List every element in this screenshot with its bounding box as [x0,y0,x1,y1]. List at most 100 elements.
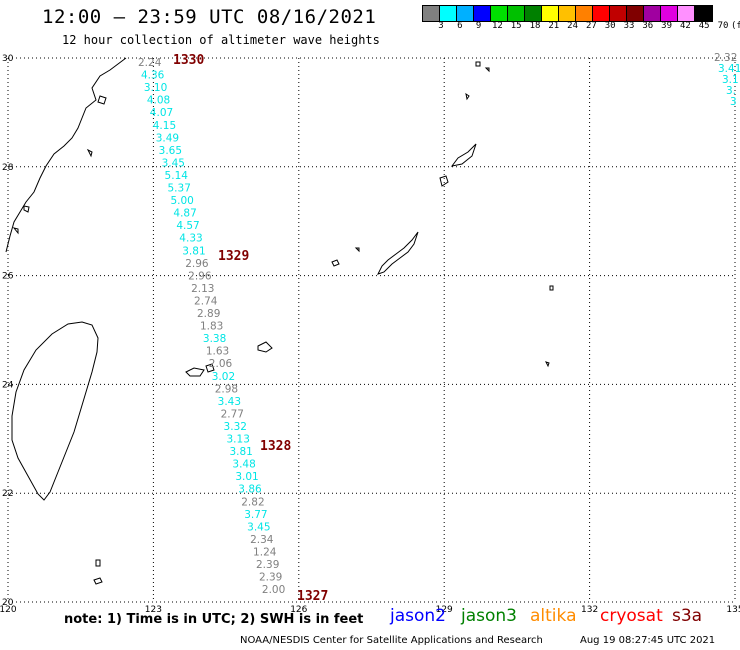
wave-height-label: 2.32 [714,52,737,64]
satellite-legend-item: jason3 [461,606,517,626]
okinawa-island [377,231,419,275]
longitude-label: 126 [290,605,307,615]
colorbar-swatch [508,6,525,21]
wave-height-label: 3.45 [247,521,270,533]
latitude-label: 22 [2,489,13,499]
wave-height-label: 2.82 [241,496,264,508]
ishigaki-island [185,363,215,377]
colorbar-tick-label: 42 [679,21,691,31]
colorbar-tick-label: 70 [717,21,729,31]
wave-height-label: 2.89 [197,308,220,320]
latitude-label: 24 [2,380,14,390]
orbit-number: 1328 [260,439,291,454]
latitude-label: 26 [2,272,14,282]
wave-height-label: 2.74 [194,295,218,307]
coastal-islets-north [12,95,107,235]
batanes-islands [93,559,103,585]
wave-height-label: 2.00 [262,584,285,596]
wave-height-label: 3.41 [718,63,740,75]
wave-height-label: 3.02 [212,371,235,383]
longitude-label: 135 [726,605,740,615]
graticule-labels: 120 123 126 129 132 135 30 28 26 24 22 20 [0,54,740,615]
colorbar-swatch [542,6,559,21]
map-title: 12:00 – 23:59 UTC 08/16/2021 [42,6,377,28]
wave-height-label: 5.37 [168,183,191,195]
colorbar-tick-label: 36 [642,21,654,31]
miyako-island [257,341,273,353]
wave-height-label: 4.33 [179,233,202,245]
wave-height-label: 2.13 [191,283,214,295]
wave-height-label: 2.98 [215,383,238,395]
generated-timestamp: Aug 19 08:27:45 UTC 2021 [580,635,716,646]
colorbar-tick-label: 39 [661,21,673,31]
colorbar-swatch [678,6,695,21]
longitude-label: 123 [145,605,162,615]
altimeter-track: 2.244.363.104.084.074.153.493.653.455.14… [138,57,285,596]
orbit-number: 1329 [218,249,249,264]
colorbar-swatch [440,6,457,21]
colorbar-tick-label: 27 [585,21,597,31]
amami-island [450,143,477,167]
colorbar-swatch [593,6,610,21]
taiwan-island [11,321,99,501]
wave-height-label: 3.1 [722,74,739,86]
colorbar-tick-label: 18 [529,21,541,31]
wave-height-label: 2.39 [256,559,279,571]
wave-height-label: 3.32 [224,421,247,433]
wave-height-label: 1.24 [253,546,277,558]
colorbar-tick-label: 30 [604,21,616,31]
colorbar-tick-label: 3 [438,21,444,31]
footer-note: note: 1) Time is in UTC; 2) SWH is in fe… [64,612,364,627]
colorbar-tick-label: 9 [475,21,482,31]
colorbar-swatch [576,6,593,21]
colorbar-swatch [491,6,508,21]
colorbar-tick-label: 33 [623,21,635,31]
wave-height-label: 3.13 [227,434,250,446]
satellite-legend-item: jason2 [390,606,446,626]
wave-height-label: 3.45 [162,157,185,169]
colorbar-swatch [423,6,440,21]
colorbar-tick-label: 6 [457,21,463,31]
satellite-legend-item: altika [530,606,577,626]
longitude-label: 129 [436,605,453,615]
graticule [7,57,736,603]
wave-height-label: 4.57 [176,220,199,232]
wave-height-label: 3.43 [218,396,241,408]
wave-height-label: 4.36 [141,70,165,82]
china-coastline [5,57,127,253]
colorbar-swatch [627,6,644,21]
satellite-legend-item: s3a [672,606,703,626]
coastlines [5,57,554,585]
wave-height-colorbar [422,5,713,22]
colorbar-tick-label: 21 [548,21,560,31]
wave-height-label: 3.81 [229,446,252,458]
wave-height-label: 3.77 [244,509,267,521]
wave-height-label: 3.38 [203,333,226,345]
right-edge-track: 2.323.413.13.3 [714,52,740,108]
wave-height-label: 4.87 [173,208,196,220]
latitude-label: 20 [2,598,14,608]
wave-height-label: 2.39 [259,572,282,584]
colorbar-swatch [559,6,576,21]
wave-height-label: 3 [730,96,737,108]
latitude-label: 28 [2,163,14,173]
wave-height-label: 3.49 [156,132,179,144]
colorbar-tick-label: 24 [567,21,579,31]
orbit-number: 1327 [297,589,328,604]
wave-height-label: 4.07 [150,107,173,119]
colorbar-swatch [457,6,474,21]
wave-height-label: 4.15 [153,120,176,132]
wave-height-label: 2.77 [221,408,244,420]
wave-height-label: 3.10 [144,82,167,94]
colorbar-unit: (ft) [730,21,740,31]
credit-text: NOAA/NESDIS Center for Satellite Applica… [240,635,543,646]
map-subtitle: 12 hour collection of altimeter wave hei… [62,33,380,47]
wave-height-label: 3.81 [182,245,205,257]
wave-height-label: 3.48 [232,459,255,471]
tokunoshima-island [439,175,449,187]
wave-height-label: 2.06 [209,358,233,370]
wave-height-label: 2.24 [138,57,162,69]
latitude-label: 30 [2,54,14,64]
daito-islands [545,285,554,368]
